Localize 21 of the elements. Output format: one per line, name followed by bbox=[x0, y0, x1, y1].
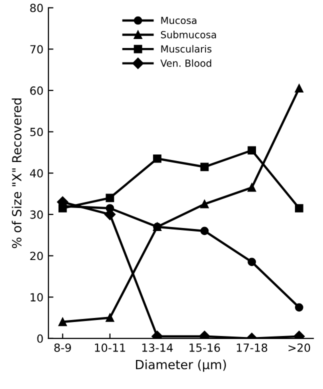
x-tick-label: 10-11 bbox=[95, 343, 126, 352]
y-tick-label: 10 bbox=[30, 293, 43, 302]
y-tick-label: 70 bbox=[30, 45, 43, 54]
y-tick-label: 80 bbox=[30, 4, 43, 12]
x-tick-label: 13-14 bbox=[142, 343, 173, 352]
x-tick-label: 17-18 bbox=[236, 343, 268, 352]
x-axis-title: Diameter (μm) bbox=[136, 360, 226, 372]
x-tick-label: 8-9 bbox=[54, 343, 71, 352]
y-axis-title: % of Size "X" Recovered bbox=[12, 98, 22, 248]
y-tick-label: 50 bbox=[30, 128, 43, 136]
legend-label: Mucosa bbox=[161, 16, 196, 24]
x-tick-label: >20 bbox=[288, 343, 310, 352]
legend-label: Ven. Blood bbox=[160, 59, 212, 67]
x-tick-label: 15-16 bbox=[190, 343, 220, 352]
legend-label: Muscularis bbox=[161, 45, 212, 53]
y-tick-label: 30 bbox=[30, 210, 43, 219]
legend-label: Submucosa bbox=[161, 30, 216, 38]
y-tick-label: 40 bbox=[30, 169, 43, 178]
y-tick-label: 20 bbox=[30, 252, 43, 260]
y-tick-label: 0 bbox=[37, 334, 43, 343]
y-tick-label: 60 bbox=[30, 86, 43, 95]
